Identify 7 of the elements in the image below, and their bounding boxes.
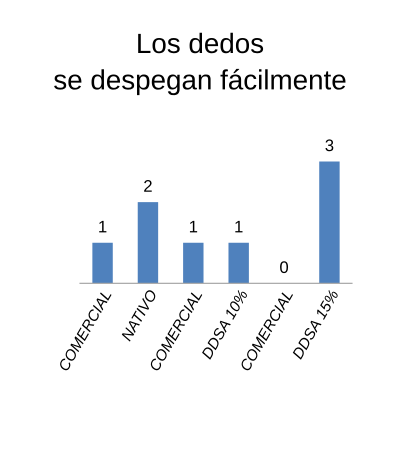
data-label: 0 [280,261,288,274]
chart-title: Los dedos se despegan fácilmente [54,32,346,96]
data-label: 3 [325,139,334,152]
data-label: 2 [144,180,152,192]
data-label: 1 [190,220,198,232]
data-label: 1 [235,220,243,232]
data-label: 1 [99,220,106,232]
